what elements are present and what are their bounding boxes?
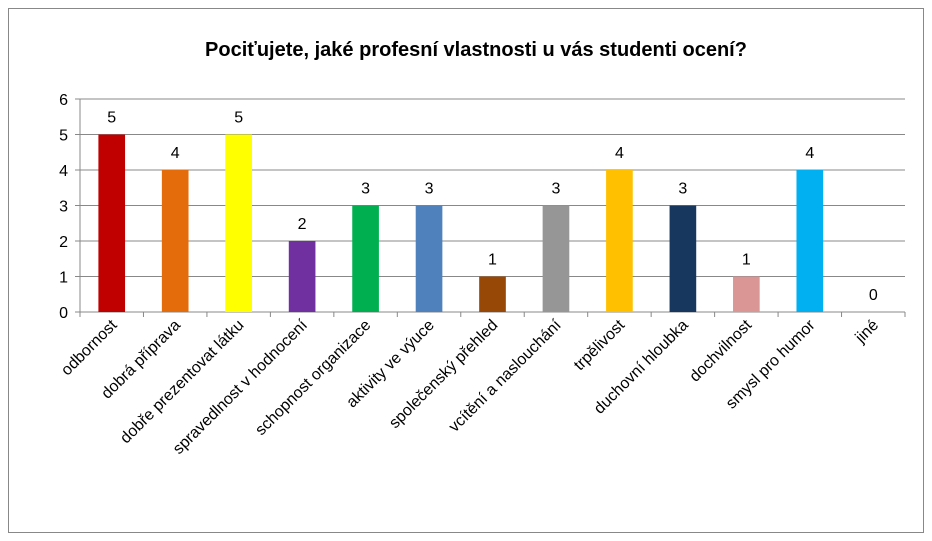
y-tick-label: 1 — [59, 270, 68, 287]
data-label: 5 — [234, 110, 243, 127]
bar — [161, 170, 189, 312]
y-tick-label: 2 — [59, 234, 68, 251]
data-label: 3 — [678, 181, 687, 198]
y-tick-label: 6 — [59, 92, 68, 109]
bar — [225, 134, 252, 312]
bar — [796, 170, 824, 312]
data-label: 5 — [107, 110, 116, 127]
data-label: 1 — [488, 252, 497, 269]
y-tick-label: 0 — [59, 305, 68, 322]
bar — [98, 134, 126, 312]
y-tick-label: 3 — [59, 199, 68, 216]
bar — [733, 276, 760, 312]
bar — [415, 205, 443, 312]
data-label: 0 — [869, 287, 878, 304]
y-tick-label: 4 — [59, 163, 68, 180]
data-label: 4 — [615, 145, 624, 162]
bar — [669, 205, 697, 312]
data-label: 1 — [742, 252, 751, 269]
chart-title: Pociťujete, jaké profesní vlastnosti u v… — [205, 39, 747, 61]
bar — [542, 205, 570, 312]
bar — [352, 205, 379, 312]
bar — [606, 170, 633, 312]
data-label: 3 — [425, 181, 434, 198]
y-tick-label: 5 — [59, 128, 68, 145]
chart-border — [8, 8, 924, 533]
data-label: 4 — [805, 145, 814, 162]
bar — [479, 276, 506, 312]
data-label: 2 — [298, 216, 307, 233]
bar — [288, 241, 316, 312]
data-label: 3 — [552, 181, 561, 198]
data-label: 3 — [361, 181, 370, 198]
data-label: 4 — [171, 145, 180, 162]
